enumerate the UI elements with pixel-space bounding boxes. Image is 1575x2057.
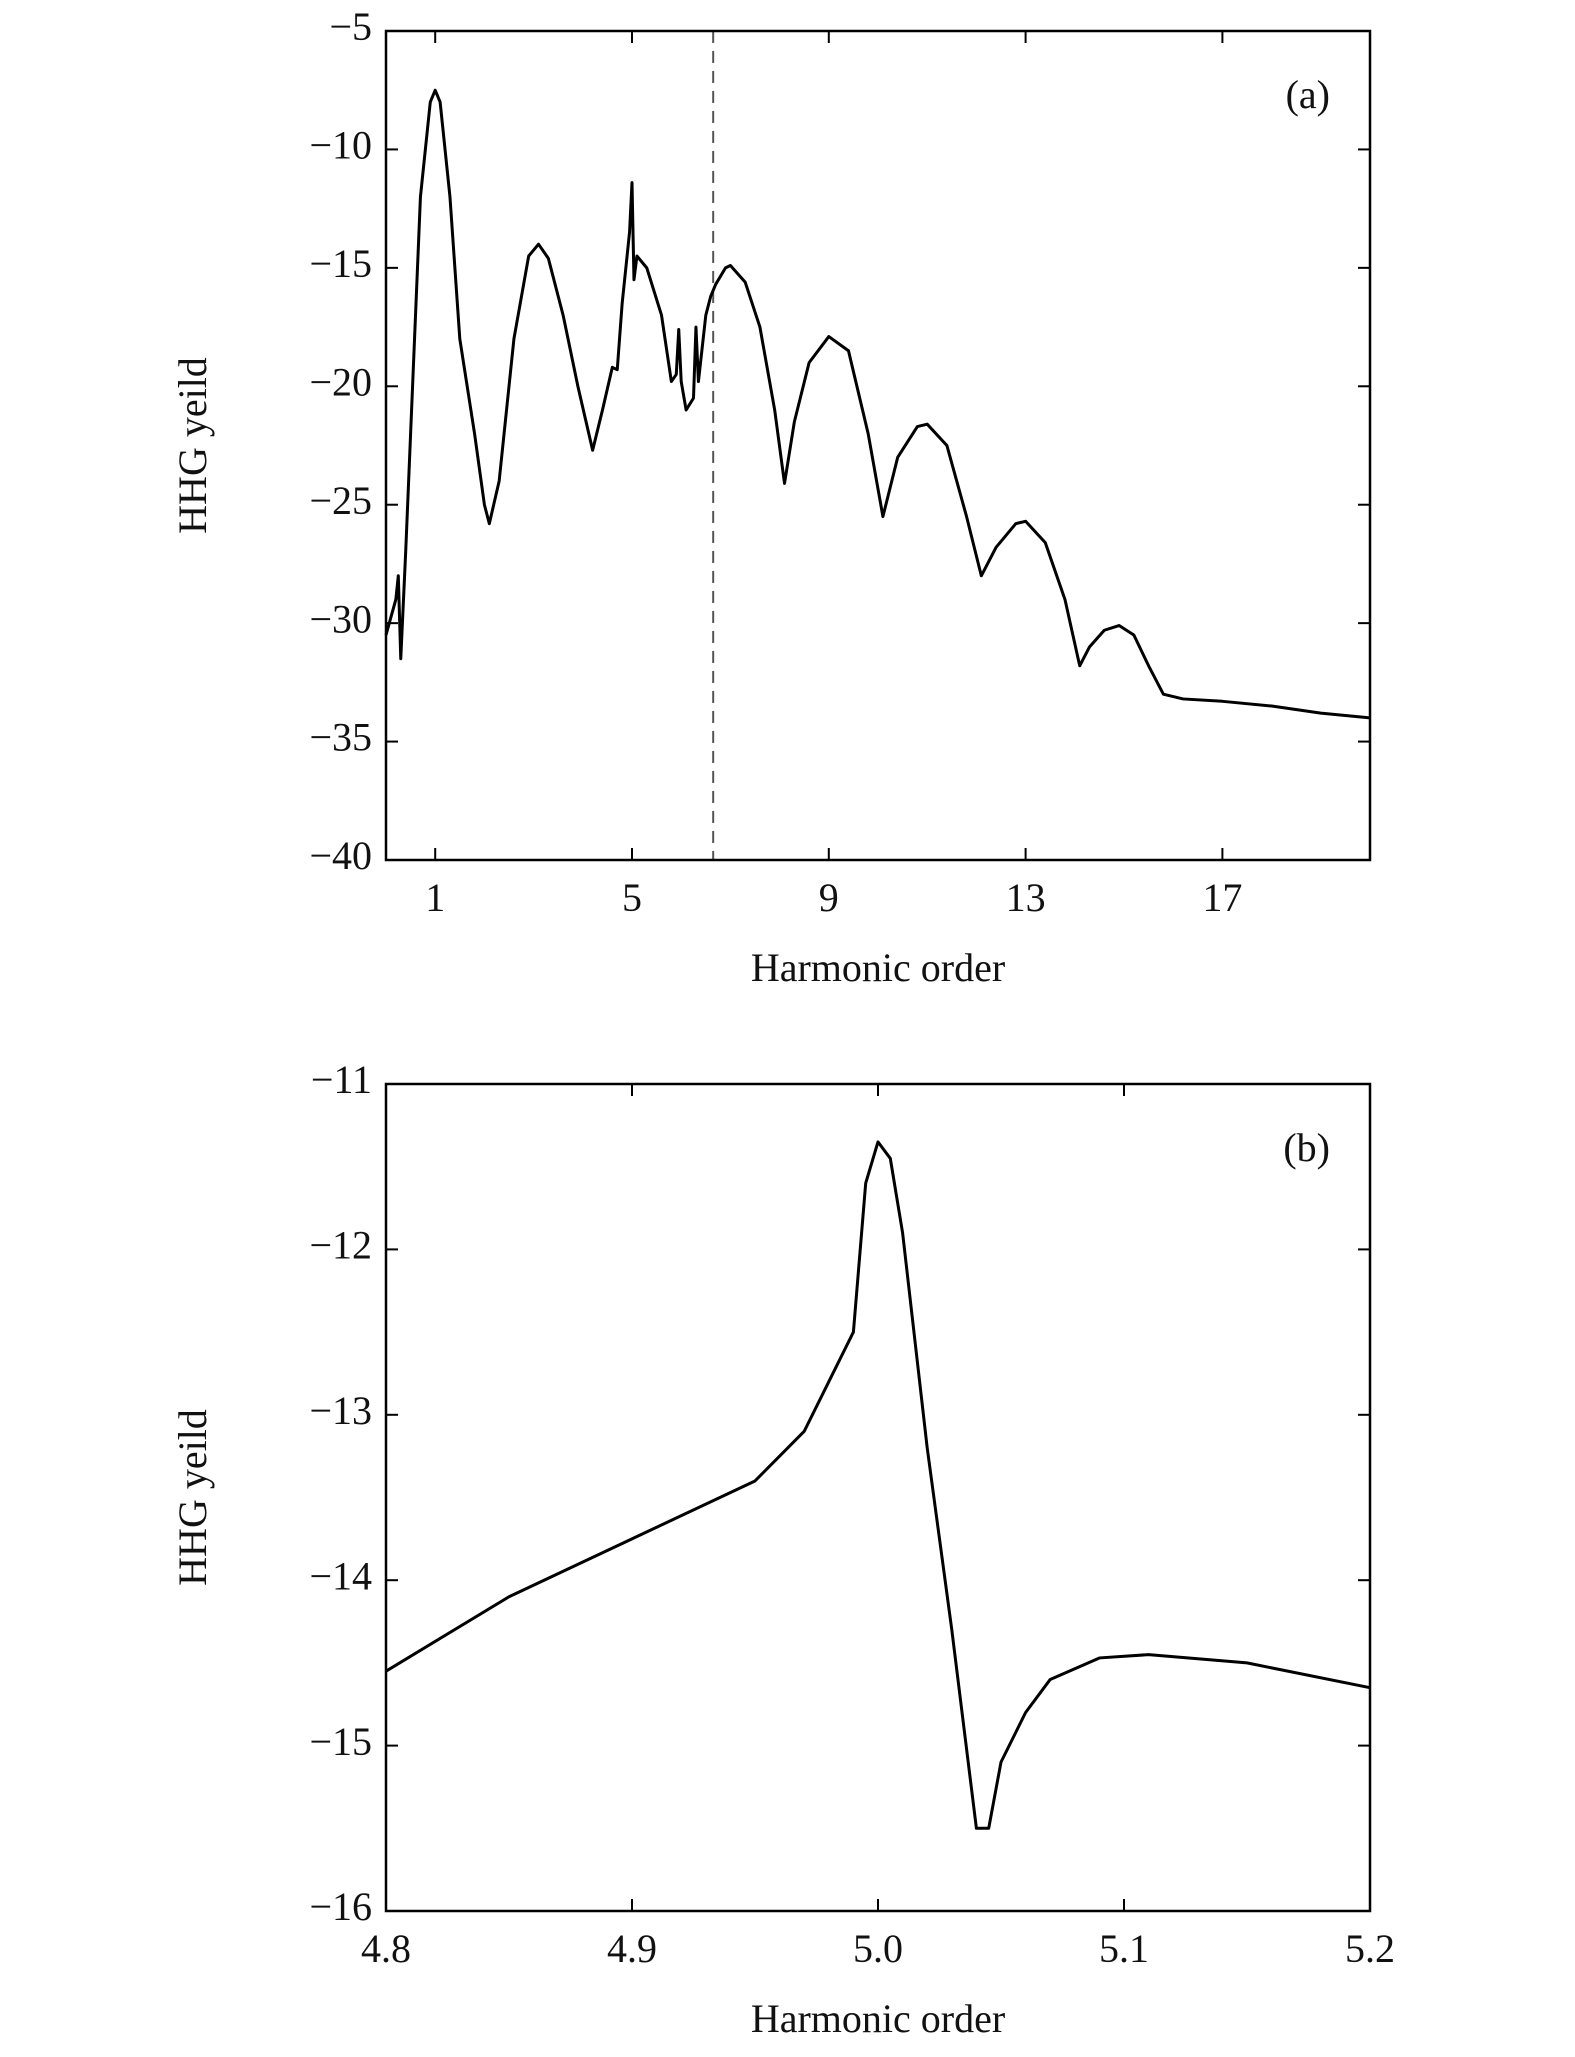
y-tick-label: −16 — [309, 1884, 372, 1929]
y-axis-label: HHG yeild — [170, 1409, 215, 1586]
x-tick-label: 4.9 — [607, 1926, 657, 1971]
plot-frame — [384, 29, 1372, 862]
plot-frame — [384, 1082, 1372, 1913]
y-tick-label: −13 — [309, 1388, 372, 1433]
y-tick-label: −30 — [309, 596, 372, 641]
y-tick-label: −15 — [309, 241, 372, 286]
y-tick-label: −35 — [309, 715, 372, 760]
x-tick-label: 1 — [425, 875, 445, 920]
y-tick-label: −20 — [309, 359, 372, 404]
panel-label: (a) — [1286, 72, 1330, 117]
y-tick-label: −15 — [309, 1719, 372, 1764]
y-axis-label: HHG yeild — [170, 357, 215, 534]
data-line — [385, 1140, 1371, 1830]
x-axis-label: Harmonic order — [751, 945, 1005, 990]
y-tick-label: −11 — [311, 1057, 372, 1102]
y-tick-label: −12 — [309, 1223, 372, 1268]
y-tick-label: −5 — [329, 4, 372, 49]
x-tick-label: 5.1 — [1099, 1926, 1149, 1971]
x-tick-label: 9 — [819, 875, 839, 920]
data-line — [384, 88, 1371, 720]
y-tick-label: −14 — [309, 1553, 372, 1598]
x-axis-label: Harmonic order — [751, 1996, 1005, 2041]
x-tick-label: 5 — [622, 875, 642, 920]
x-tick-label: 17 — [1202, 875, 1242, 920]
y-tick-label: −40 — [309, 833, 372, 878]
x-tick-label: 4.8 — [361, 1926, 411, 1971]
x-tick-label: 5.0 — [853, 1926, 903, 1971]
y-tick-label: −25 — [309, 478, 372, 523]
x-tick-label: 5.2 — [1345, 1926, 1395, 1971]
y-tick-label: −10 — [309, 123, 372, 168]
x-tick-label: 13 — [1006, 875, 1046, 920]
panel-label: (b) — [1283, 1125, 1330, 1170]
